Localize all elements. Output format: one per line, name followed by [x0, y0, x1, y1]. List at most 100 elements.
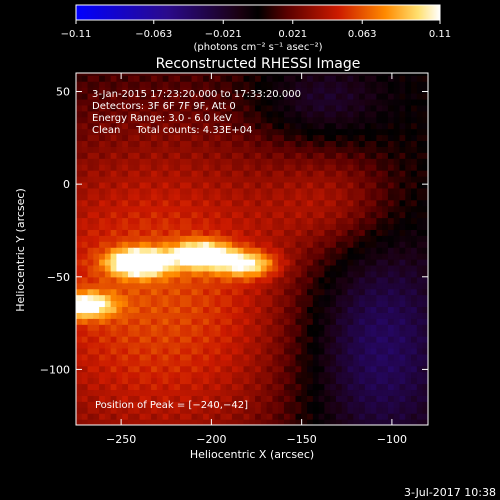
heatmap-cell — [341, 407, 349, 414]
heatmap-cell — [185, 401, 193, 408]
heatmap-cell — [127, 146, 135, 153]
heatmap-cell — [168, 217, 175, 225]
heatmap-cell — [330, 158, 337, 165]
heatmap-cell — [87, 87, 94, 94]
heatmap-cell — [104, 110, 112, 118]
heatmap-cell — [220, 235, 227, 242]
heatmap-cell — [127, 73, 135, 76]
heatmap-cell — [127, 282, 135, 290]
heatmap-cell — [203, 158, 210, 165]
heatmap-cell — [266, 306, 273, 313]
heatmap-cell — [301, 75, 308, 82]
heatmap-cell — [116, 359, 123, 367]
heatmap-cell — [127, 193, 135, 201]
heatmap-cell — [324, 247, 331, 254]
heatmap-cell — [341, 389, 349, 396]
heatmap-cell — [127, 330, 135, 337]
heatmap-cell — [393, 353, 401, 361]
heatmap-cell — [151, 330, 158, 337]
heatmap-cell — [139, 128, 146, 136]
heatmap-cell — [179, 134, 187, 142]
heatmap-cell — [208, 128, 216, 136]
heatmap-cell — [237, 122, 245, 130]
heatmap-cell — [203, 377, 210, 385]
heatmap-cell — [104, 205, 112, 213]
heatmap-cell — [133, 270, 141, 278]
heatmap-cell — [139, 122, 146, 130]
heatmap-cell — [330, 181, 337, 189]
heatmap-cell — [162, 199, 170, 207]
heatmap-cell — [324, 359, 331, 367]
heatmap-cell — [76, 413, 83, 420]
heatmap-cell — [122, 336, 129, 343]
heatmap-cell — [99, 164, 106, 171]
heatmap-cell — [104, 288, 112, 296]
heatmap-cell — [87, 300, 94, 308]
heatmap-cell — [151, 383, 158, 391]
heatmap-cell — [393, 241, 401, 248]
heatmap-cell — [87, 377, 94, 385]
heatmap-cell — [231, 330, 239, 337]
heatmap-cell — [307, 205, 314, 213]
heatmap-cell — [255, 152, 262, 159]
heatmap-cell — [283, 306, 291, 313]
heatmap-cell — [393, 199, 401, 207]
heatmap-cell — [422, 75, 428, 82]
heatmap-cell — [422, 158, 428, 165]
heatmap-cell — [318, 347, 325, 355]
heatmap-cell — [243, 288, 250, 296]
heatmap-cell — [151, 241, 158, 248]
heatmap-cell — [104, 336, 112, 343]
heatmap-cell — [266, 170, 273, 177]
heatmap-cell — [127, 389, 135, 396]
heatmap-cell — [191, 330, 198, 337]
heatmap-cell — [301, 134, 308, 142]
heatmap-cell — [416, 122, 424, 130]
heatmap-cell — [145, 330, 152, 337]
heatmap-cell — [110, 318, 118, 325]
heatmap-cell — [249, 247, 256, 254]
heatmap-cell — [168, 324, 175, 331]
heatmap-cell — [220, 371, 227, 379]
heatmap-cell — [335, 87, 343, 94]
heatmap-cell — [208, 294, 216, 302]
heatmap-cell — [289, 81, 297, 88]
heatmap-cell — [399, 419, 406, 425]
heatmap-cell — [151, 347, 158, 355]
heatmap-cell — [99, 377, 106, 385]
heatmap-cell — [76, 276, 83, 284]
heatmap-cell — [387, 211, 395, 219]
heatmap-cell — [162, 87, 170, 94]
heatmap-cell — [243, 330, 250, 337]
heatmap-cell — [318, 116, 325, 124]
heatmap-cell — [156, 187, 164, 195]
heatmap-cell — [185, 164, 193, 171]
heatmap-cell — [330, 176, 337, 183]
heatmap-cell — [145, 247, 152, 254]
heatmap-cell — [387, 81, 395, 88]
heatmap-cell — [93, 193, 100, 201]
heatmap-cell — [76, 146, 83, 153]
heatmap-cell — [318, 413, 325, 420]
heatmap-cell — [243, 73, 250, 76]
heatmap-cell — [214, 264, 222, 272]
heatmap-cell — [312, 288, 320, 296]
heatmap-cell — [283, 324, 291, 331]
heatmap-cell — [411, 87, 418, 94]
heatmap-cell — [387, 264, 395, 272]
heatmap-cell — [266, 152, 273, 159]
heatmap-cell — [347, 193, 354, 201]
heatmap-cell — [231, 122, 239, 130]
heatmap-cell — [393, 318, 401, 325]
heatmap-cell — [110, 223, 118, 230]
heatmap-cell — [203, 353, 210, 361]
heatmap-cell — [364, 276, 372, 284]
colorbar-tick-label: −0.021 — [205, 29, 242, 40]
heatmap-cell — [318, 93, 325, 100]
heatmap-cell — [335, 288, 343, 296]
heatmap-cell — [370, 128, 377, 136]
heatmap-cell — [249, 342, 256, 349]
heatmap-cell — [376, 170, 383, 177]
heatmap-cell — [139, 383, 146, 391]
heatmap-cell — [376, 407, 383, 414]
